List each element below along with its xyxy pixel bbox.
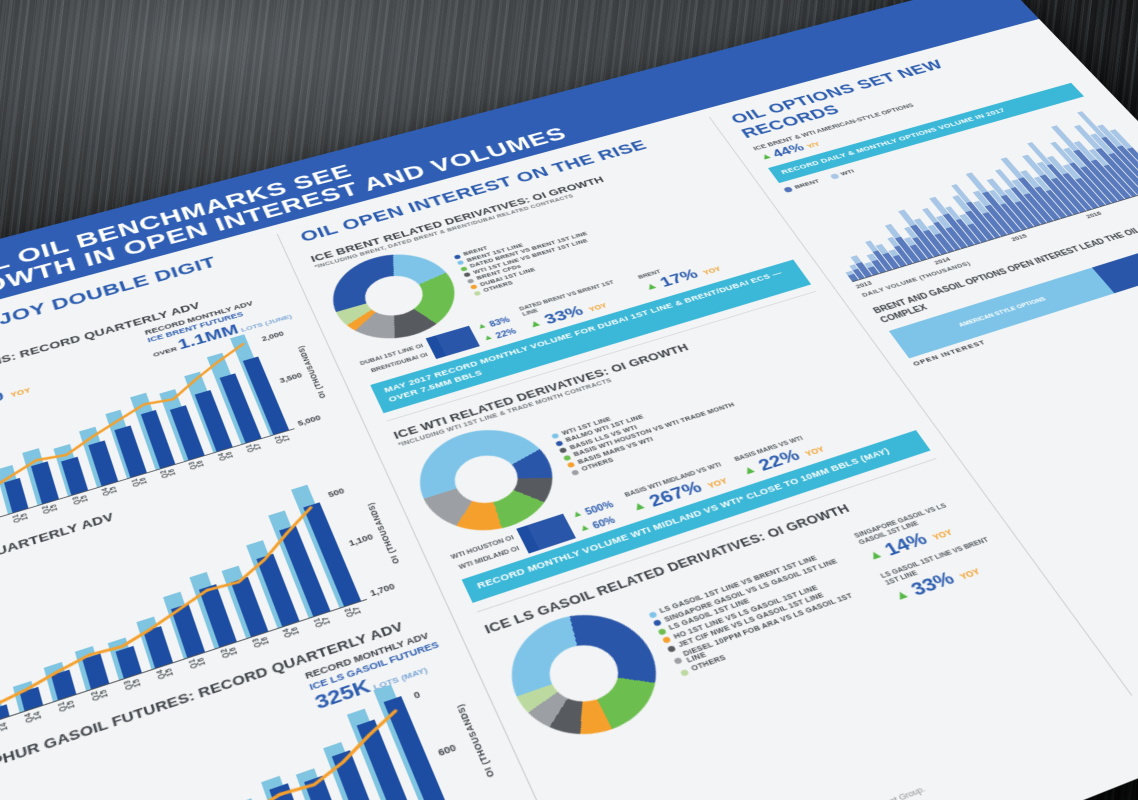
axis-tick: 5,000 — [296, 413, 323, 428]
up-triangle-icon: ▲ — [890, 585, 913, 604]
legend-dot — [453, 253, 462, 260]
legend-dot — [562, 454, 572, 462]
axis-tick: 0 — [411, 688, 422, 701]
x-axis-label: Q2 17 — [273, 433, 292, 445]
legend-dot — [466, 278, 475, 284]
legend-dot — [829, 173, 840, 180]
x-axis-label: Q3 16 — [188, 459, 207, 471]
legend-dot — [652, 619, 663, 627]
x-axis-label: Q3 16 — [251, 635, 271, 649]
x-axis-label: Q2 17 — [344, 605, 364, 618]
x-axis-label: Q4 16 — [217, 450, 236, 462]
up-triangle-icon: ▲ — [628, 497, 649, 514]
donut-hole — [446, 448, 527, 511]
legend-dot — [558, 447, 568, 454]
legend-dot — [679, 668, 690, 677]
legend-dot — [648, 610, 658, 619]
stat-suffix: YOY — [9, 386, 32, 399]
up-triangle-icon: ▲ — [641, 279, 661, 293]
futures-adv-bar — [19, 686, 43, 712]
x-axis-label: Q1 15 — [57, 699, 78, 713]
x-axis-label: Q2 16 — [219, 646, 240, 660]
legend-dot — [570, 469, 580, 476]
legend-dot — [551, 432, 560, 440]
x-axis-label: Q1 16 — [130, 476, 149, 488]
axis-tick: 600 — [436, 742, 458, 759]
up-triangle-icon: ▲ — [738, 461, 760, 478]
gasoil-stat: ▲ 19% YOY — [0, 795, 7, 800]
legend-dot — [456, 259, 465, 266]
axis-tick: 1,700 — [368, 581, 397, 599]
x-axis-label: Q4 15 — [101, 485, 120, 497]
legend-dot — [459, 265, 468, 272]
x-axis-label: Q3 15 — [71, 494, 91, 506]
x-axis-label: Q1 17 — [313, 615, 334, 629]
donut-hole — [539, 636, 629, 711]
x-axis-label: Q4 16 — [282, 625, 303, 639]
axis-tick: 500 — [326, 486, 346, 500]
x-axis-label: Q2 15 — [42, 503, 61, 515]
legend-dot — [666, 644, 677, 653]
legend-dot — [473, 290, 482, 296]
axis-tick: 2,000 — [260, 329, 286, 343]
up-triangle-icon: ▲ — [525, 316, 544, 331]
legend-dot — [566, 461, 576, 469]
legend-dot — [463, 271, 472, 278]
x-axis-label: Q4 15 — [155, 667, 176, 681]
legend-dot — [554, 440, 564, 447]
x-axis-label: Q1 15 — [12, 512, 31, 524]
x-axis-label: Q3 15 — [123, 677, 144, 691]
x-axis-label: Q1 16 — [187, 656, 208, 670]
axis-tick: 1,100 — [347, 531, 375, 548]
legend-dot — [469, 284, 478, 290]
x-axis-label: Q2 16 — [159, 467, 178, 479]
axis-tick: 3,500 — [278, 370, 304, 385]
up-triangle-icon: ▲ — [864, 545, 886, 563]
donut-hole — [357, 269, 431, 322]
x-axis-label: Q1 17 — [245, 442, 264, 453]
mini-bar-graphic — [425, 325, 481, 359]
legend-dot — [661, 636, 672, 644]
x-axis-label: Q4 14 — [24, 710, 45, 724]
x-axis-label: Q3 14 — [0, 721, 11, 735]
brent-oi-legend: BRENT BRENT 1ST LINE DATED BRENT VS BRENT … — [453, 220, 603, 296]
callout-pre: OVER — [151, 345, 178, 358]
legend-dot — [657, 627, 667, 636]
legend-dot — [783, 186, 794, 193]
x-axis-label: Q2 15 — [90, 688, 111, 702]
legend-dot — [672, 656, 683, 665]
